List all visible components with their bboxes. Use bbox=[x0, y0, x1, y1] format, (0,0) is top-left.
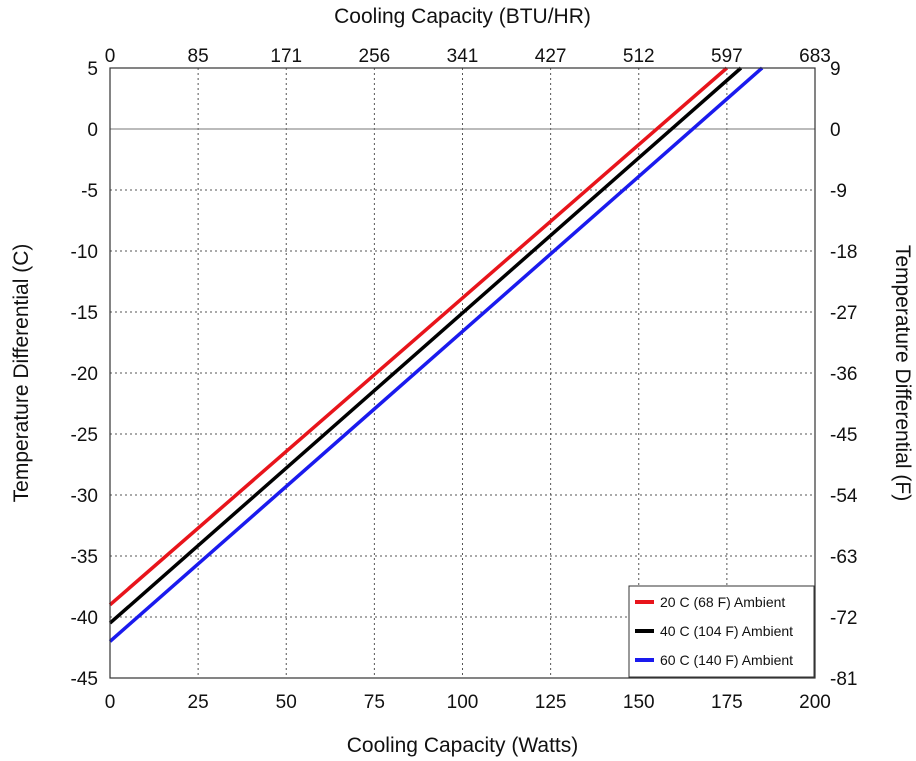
legend-label: 20 C (68 F) Ambient bbox=[660, 594, 785, 610]
y2-tick-label: -63 bbox=[830, 547, 857, 568]
legend-label: 60 C (140 F) Ambient bbox=[660, 652, 793, 668]
x2-tick-label: 171 bbox=[270, 46, 302, 67]
x-tick-label: 75 bbox=[364, 692, 385, 713]
x-tick-label: 150 bbox=[623, 692, 655, 713]
x2-tick-label: 512 bbox=[623, 46, 655, 67]
y-tick-label: -5 bbox=[81, 181, 98, 202]
y-tick-label: 5 bbox=[87, 59, 98, 80]
y2-tick-label: -72 bbox=[830, 608, 857, 629]
y2-tick-label: -9 bbox=[830, 181, 847, 202]
y2-tick-label: -45 bbox=[830, 425, 857, 446]
legend: 20 C (68 F) Ambient 40 C (104 F) Ambient 6… bbox=[628, 585, 815, 678]
grid-layer bbox=[110, 68, 815, 678]
y-tick-label: -20 bbox=[71, 364, 98, 385]
y2-tick-label: -18 bbox=[830, 242, 857, 263]
y-tick-label: 0 bbox=[87, 120, 98, 141]
y-tick-label: -30 bbox=[71, 486, 98, 507]
y2-tick-label: -27 bbox=[830, 303, 857, 324]
y-tick-label: -40 bbox=[71, 608, 98, 629]
y2-axis-title: Temperature Differential (F) bbox=[891, 245, 914, 501]
x2-tick-label: 597 bbox=[711, 46, 743, 67]
x-tick-label: 200 bbox=[799, 692, 831, 713]
y-tick-label: -15 bbox=[71, 303, 98, 324]
series-line bbox=[108, 66, 743, 625]
legend-box bbox=[628, 585, 815, 678]
x2-tick-label: 0 bbox=[105, 46, 116, 67]
series-layer bbox=[108, 66, 764, 643]
x-tick-label: 175 bbox=[711, 692, 743, 713]
legend-label: 40 C (104 F) Ambient bbox=[660, 623, 793, 639]
x-tick-label: 0 bbox=[105, 692, 116, 713]
y-tick-label: -45 bbox=[71, 669, 98, 690]
x-tick-label: 25 bbox=[188, 692, 209, 713]
x2-tick-label: 427 bbox=[535, 46, 567, 67]
y-tick-label: -35 bbox=[71, 547, 98, 568]
plot-frame bbox=[109, 67, 816, 679]
series-line bbox=[108, 66, 764, 643]
x2-tick-label: 256 bbox=[359, 46, 391, 67]
x2-tick-label: 683 bbox=[799, 46, 831, 67]
x-tick-label: 50 bbox=[276, 692, 297, 713]
y-tick-label: -10 bbox=[71, 242, 98, 263]
x-axis-title: Cooling Capacity (Watts) bbox=[347, 734, 578, 757]
series-line bbox=[108, 66, 729, 607]
x2-tick-label: 341 bbox=[447, 46, 479, 67]
y-axis-title: Temperature Differential (C) bbox=[10, 244, 33, 503]
x2-tick-label: 85 bbox=[188, 46, 209, 67]
x2-axis-title: Cooling Capacity (BTU/HR) bbox=[334, 5, 591, 28]
y-tick-label: -25 bbox=[71, 425, 98, 446]
y2-tick-label: 9 bbox=[830, 59, 841, 80]
y2-tick-label: -54 bbox=[830, 486, 858, 507]
x-tick-label: 100 bbox=[447, 692, 479, 713]
y2-tick-label: -81 bbox=[830, 669, 857, 690]
y2-tick-label: 0 bbox=[830, 120, 841, 141]
y2-tick-label: -36 bbox=[830, 364, 857, 385]
x-tick-label: 125 bbox=[535, 692, 567, 713]
